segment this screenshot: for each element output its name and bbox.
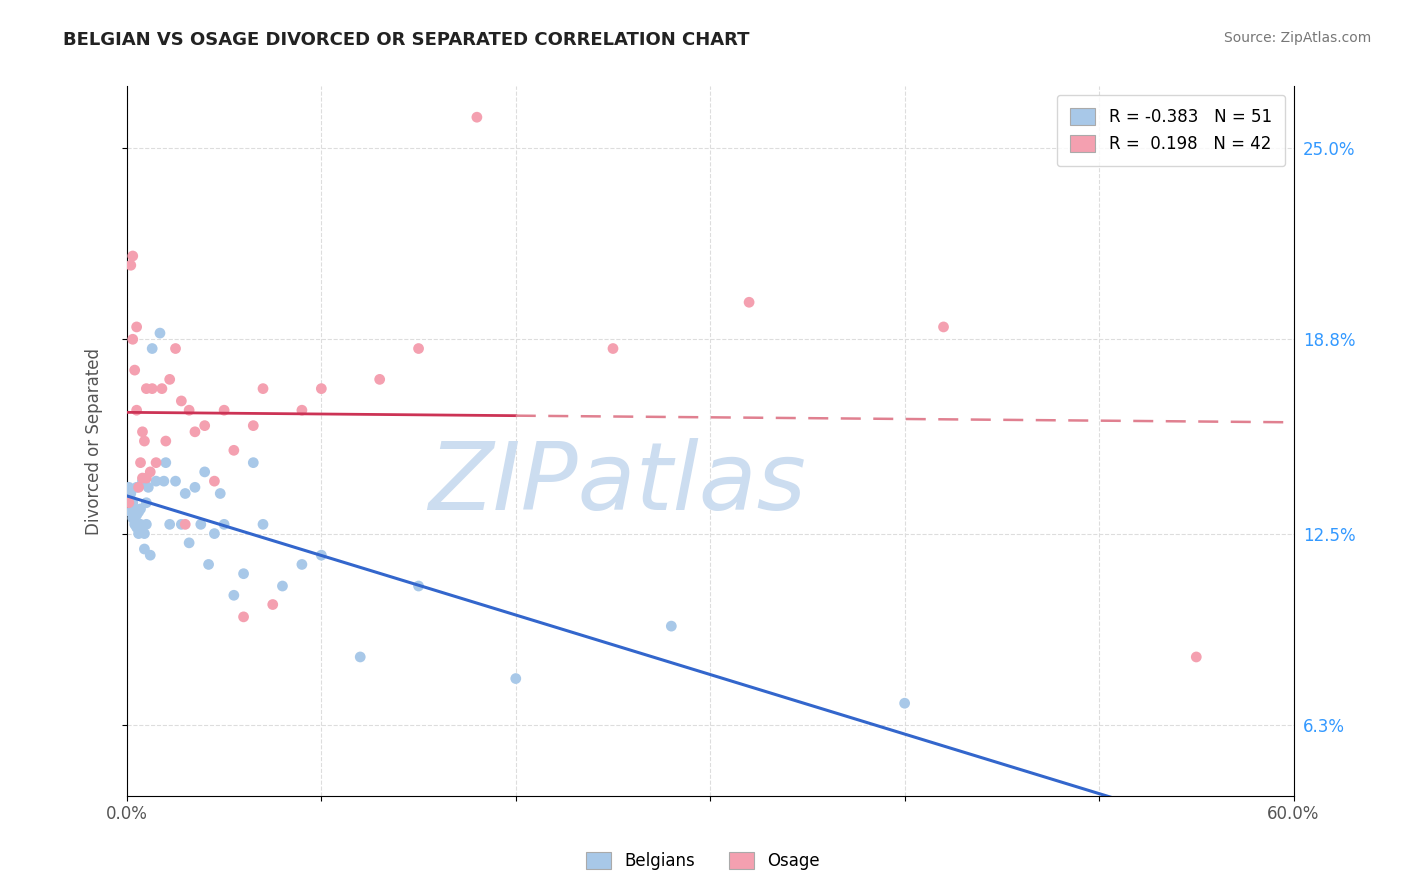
Point xyxy=(118,492,141,507)
Point xyxy=(242,456,264,470)
Point xyxy=(118,480,141,494)
Point xyxy=(659,619,682,633)
Point xyxy=(125,320,148,334)
Point xyxy=(465,110,488,124)
Point xyxy=(120,258,142,272)
Point xyxy=(194,465,217,479)
Point xyxy=(145,456,167,470)
Point xyxy=(121,496,143,510)
Point xyxy=(271,579,294,593)
Point xyxy=(291,403,314,417)
Point xyxy=(159,372,181,386)
Point xyxy=(738,295,761,310)
Legend: R = -0.383   N = 51, R =  0.198   N = 42: R = -0.383 N = 51, R = 0.198 N = 42 xyxy=(1057,95,1285,166)
Point xyxy=(121,511,143,525)
Point xyxy=(222,443,245,458)
Point xyxy=(129,502,152,516)
Point xyxy=(179,403,201,417)
Point xyxy=(135,471,157,485)
Point xyxy=(252,382,274,396)
Point xyxy=(155,456,177,470)
Point xyxy=(368,372,391,386)
Point xyxy=(128,526,150,541)
Point xyxy=(505,672,527,686)
Point xyxy=(232,566,254,581)
Point xyxy=(179,536,201,550)
Point xyxy=(141,382,163,396)
Point xyxy=(131,474,153,488)
Point xyxy=(165,342,187,356)
Point xyxy=(184,425,207,439)
Point xyxy=(121,332,143,346)
Point xyxy=(141,342,163,356)
Point xyxy=(124,517,146,532)
Point xyxy=(125,508,148,522)
Point xyxy=(311,382,333,396)
Point xyxy=(209,486,232,500)
Point xyxy=(222,588,245,602)
Point xyxy=(135,496,157,510)
Point xyxy=(125,403,148,417)
Point xyxy=(932,320,955,334)
Point xyxy=(139,548,162,562)
Point xyxy=(202,526,225,541)
Point xyxy=(893,696,915,710)
Legend: Belgians, Osage: Belgians, Osage xyxy=(579,845,827,877)
Point xyxy=(120,486,142,500)
Point xyxy=(232,610,254,624)
Point xyxy=(129,517,152,532)
Point xyxy=(174,486,197,500)
Point xyxy=(134,526,156,541)
Point xyxy=(139,465,162,479)
Point xyxy=(153,474,176,488)
Point xyxy=(118,496,141,510)
Point xyxy=(311,548,333,562)
Point xyxy=(128,505,150,519)
Point xyxy=(149,326,172,340)
Point xyxy=(135,382,157,396)
Point xyxy=(252,517,274,532)
Point xyxy=(184,480,207,494)
Point xyxy=(135,517,157,532)
Point xyxy=(408,342,430,356)
Text: Source: ZipAtlas.com: Source: ZipAtlas.com xyxy=(1223,31,1371,45)
Point xyxy=(134,434,156,448)
Point xyxy=(128,480,150,494)
Point xyxy=(150,382,173,396)
Point xyxy=(190,517,212,532)
Point xyxy=(349,650,371,665)
Point xyxy=(136,480,159,494)
Point xyxy=(145,474,167,488)
Point xyxy=(602,342,624,356)
Point xyxy=(408,579,430,593)
Point xyxy=(131,471,153,485)
Point xyxy=(202,474,225,488)
Text: ZIPatlas: ZIPatlas xyxy=(427,438,806,529)
Point xyxy=(174,517,197,532)
Point xyxy=(155,434,177,448)
Point xyxy=(120,505,142,519)
Point xyxy=(129,456,152,470)
Point xyxy=(124,363,146,377)
Point xyxy=(242,418,264,433)
Point xyxy=(170,517,193,532)
Y-axis label: Divorced or Separated: Divorced or Separated xyxy=(86,348,103,534)
Point xyxy=(125,480,148,494)
Point xyxy=(159,517,181,532)
Point xyxy=(197,558,219,572)
Text: BELGIAN VS OSAGE DIVORCED OR SEPARATED CORRELATION CHART: BELGIAN VS OSAGE DIVORCED OR SEPARATED C… xyxy=(63,31,749,49)
Point xyxy=(124,502,146,516)
Point xyxy=(194,418,217,433)
Point xyxy=(170,394,193,409)
Point xyxy=(121,249,143,263)
Point xyxy=(212,517,235,532)
Point xyxy=(291,558,314,572)
Point xyxy=(165,474,187,488)
Point xyxy=(1185,650,1208,665)
Point xyxy=(212,403,235,417)
Point xyxy=(134,541,156,556)
Point xyxy=(131,425,153,439)
Point xyxy=(262,598,284,612)
Point xyxy=(125,520,148,534)
